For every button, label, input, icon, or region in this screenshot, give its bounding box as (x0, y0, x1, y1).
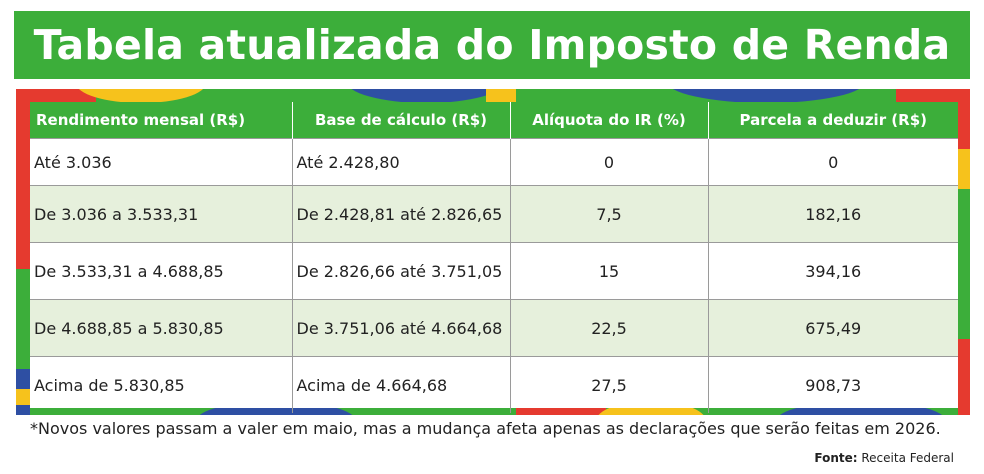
cell-parcela: 182,16 (708, 185, 958, 243)
cell-aliquota: 27,5 (510, 356, 709, 413)
deco-yellow-arc-top (76, 89, 206, 103)
deco-yellow-block-top (486, 89, 516, 102)
cell-base: Até 2.428,80 (292, 138, 511, 186)
deco-yellow-left-bottom (16, 389, 30, 405)
cell-parcela: 908,73 (708, 356, 958, 413)
deco-red-top-right (896, 89, 970, 102)
header-parcela: Parcela a deduzir (R$) (708, 102, 958, 139)
table-row: Acima de 5.830,85 Acima de 4.664,68 27,5… (30, 356, 958, 413)
source-label: Fonte: (814, 451, 858, 465)
tax-table: Rendimento mensal (R$) Base de cálculo (… (30, 102, 958, 413)
cell-rendimento: Até 3.036 (30, 138, 293, 186)
deco-red-right (958, 89, 970, 159)
deco-yellow-right (958, 149, 970, 189)
deco-blue-arc-top (346, 89, 506, 103)
source-value: Receita Federal (861, 451, 954, 465)
header-base-calculo: Base de cálculo (R$) (292, 102, 511, 139)
table-row: De 3.036 a 3.533,31 De 2.428,81 até 2.82… (30, 185, 958, 243)
table-header-row: Rendimento mensal (R$) Base de cálculo (… (30, 102, 958, 139)
cell-rendimento: De 3.533,31 a 4.688,85 (30, 242, 293, 300)
cell-rendimento: De 4.688,85 a 5.830,85 (30, 299, 293, 357)
deco-blue-arc-top-right (666, 89, 866, 103)
page-title: Tabela atualizada do Imposto de Renda (33, 21, 951, 69)
deco-red-top-left (16, 89, 96, 102)
cell-aliquota: 7,5 (510, 185, 709, 243)
cell-aliquota: 0 (510, 138, 709, 186)
footnote: *Novos valores passam a valer em maio, m… (30, 419, 941, 438)
cell-base: De 2.428,81 até 2.826,65 (292, 185, 511, 243)
cell-base: Acima de 4.664,68 (292, 356, 511, 413)
cell-base: De 2.826,66 até 3.751,05 (292, 242, 511, 300)
cell-parcela: 675,49 (708, 299, 958, 357)
table-row: De 4.688,85 a 5.830,85 De 3.751,06 até 4… (30, 299, 958, 357)
cell-parcela: 394,16 (708, 242, 958, 300)
table-row: Até 3.036 Até 2.428,80 0 0 (30, 138, 958, 186)
cell-base: De 3.751,06 até 4.664,68 (292, 299, 511, 357)
title-banner: Tabela atualizada do Imposto de Renda (14, 11, 970, 79)
cell-aliquota: 22,5 (510, 299, 709, 357)
deco-red-right-bottom (958, 339, 970, 415)
table-row: De 3.533,31 a 4.688,85 De 2.826,66 até 3… (30, 242, 958, 300)
source-credit: Fonte: Receita Federal (814, 451, 954, 465)
deco-red-left (16, 89, 30, 269)
cell-parcela: 0 (708, 138, 958, 186)
cell-rendimento: Acima de 5.830,85 (30, 356, 293, 413)
cell-rendimento: De 3.036 a 3.533,31 (30, 185, 293, 243)
cell-aliquota: 15 (510, 242, 709, 300)
tax-table-container: Rendimento mensal (R$) Base de cálculo (… (30, 102, 958, 413)
header-aliquota: Alíquota do IR (%) (510, 102, 709, 139)
header-rendimento: Rendimento mensal (R$) (30, 102, 293, 139)
